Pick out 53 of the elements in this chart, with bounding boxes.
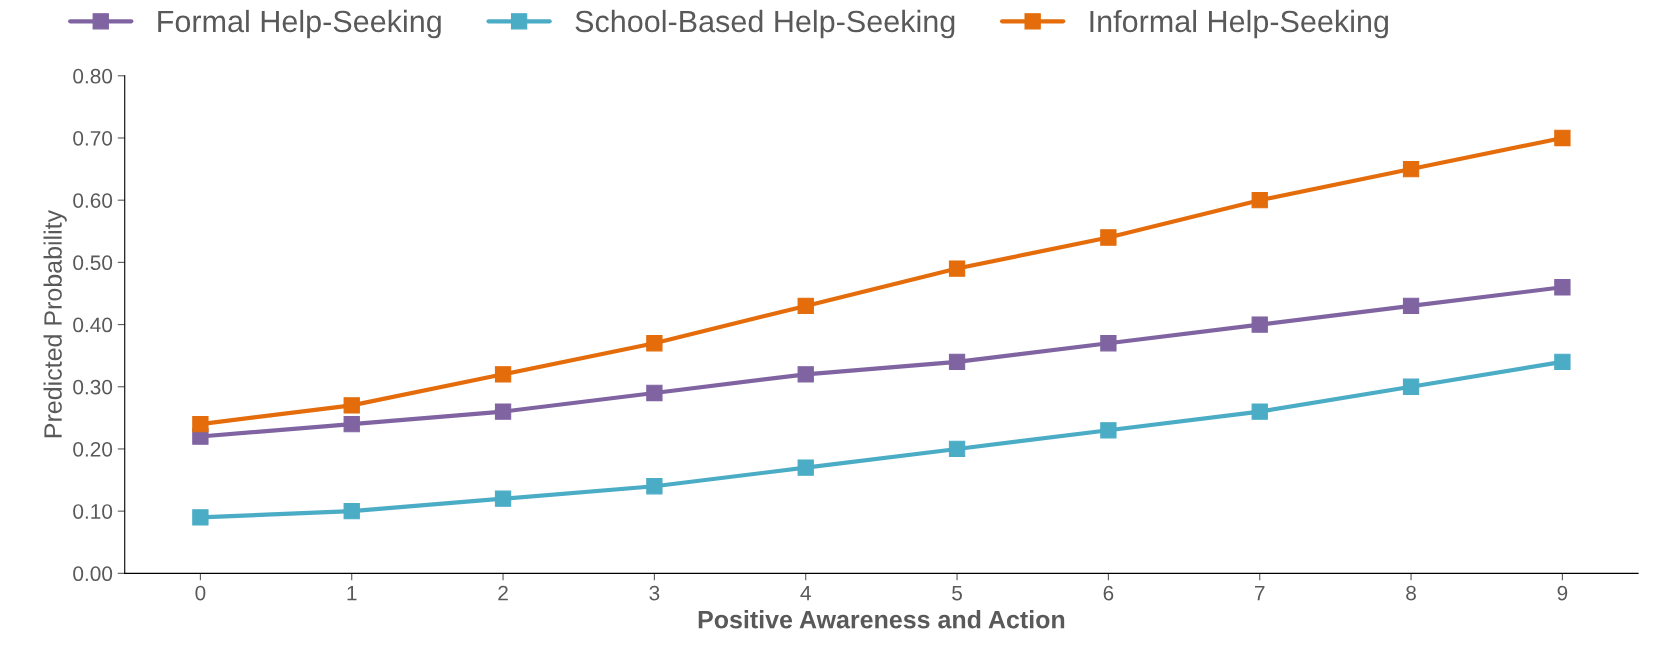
y-tick-label: 0.30 <box>73 379 113 395</box>
y-tick-label: 0.70 <box>73 130 113 146</box>
point <box>1251 403 1268 420</box>
x-tick-label: 7 <box>1255 585 1265 601</box>
point <box>1554 279 1571 296</box>
point <box>797 297 814 315</box>
point <box>1402 378 1420 395</box>
point <box>494 490 512 507</box>
point <box>1100 335 1117 352</box>
legend-label: Formal Help-Seeking <box>158 9 441 39</box>
point <box>948 353 966 371</box>
point <box>948 440 966 458</box>
y-tick-label: 0.00 <box>73 566 113 582</box>
y-tick-label: 0.80 <box>73 68 113 84</box>
point <box>494 403 512 420</box>
y-tick-label: 0.40 <box>73 317 113 333</box>
point <box>1251 192 1268 209</box>
point <box>1554 129 1571 147</box>
y-axis-title: Predicted Probability <box>43 209 67 438</box>
point <box>494 366 512 383</box>
legend-label: School-Based Help-Seeking <box>575 9 955 39</box>
point <box>646 335 663 352</box>
point <box>192 415 209 433</box>
point <box>797 366 814 383</box>
y-tick-label: 0.60 <box>73 193 113 208</box>
y-tick-label: 0.10 <box>73 504 113 519</box>
point <box>343 502 360 520</box>
point <box>1402 297 1420 315</box>
point <box>192 509 209 526</box>
x-tick-label: 8 <box>1406 585 1416 601</box>
legend-label: Informal Help-Seeking <box>1090 9 1388 39</box>
y-tick-label: 0.50 <box>73 255 113 271</box>
point <box>797 459 814 476</box>
point <box>343 397 360 414</box>
point <box>343 415 360 433</box>
point <box>1554 353 1571 371</box>
point <box>646 384 663 402</box>
x-tick-label: 2 <box>498 585 508 601</box>
point <box>646 478 663 495</box>
y-tick-label: 0.20 <box>73 441 113 457</box>
x-tick-label: 5 <box>952 585 962 601</box>
point <box>1100 229 1117 246</box>
x-tick-label: 1 <box>347 585 357 601</box>
point <box>1402 160 1420 178</box>
x-axis-title: Positive Awareness and Action <box>698 610 1065 629</box>
point <box>1100 422 1117 439</box>
x-tick-label: 9 <box>1557 585 1568 601</box>
point <box>948 260 966 277</box>
x-tick-label: 3 <box>649 585 660 601</box>
x-tick-label: 6 <box>1103 585 1114 601</box>
point <box>1251 316 1268 333</box>
x-tick-label: 0 <box>195 585 206 601</box>
x-tick-label: 4 <box>800 585 811 601</box>
